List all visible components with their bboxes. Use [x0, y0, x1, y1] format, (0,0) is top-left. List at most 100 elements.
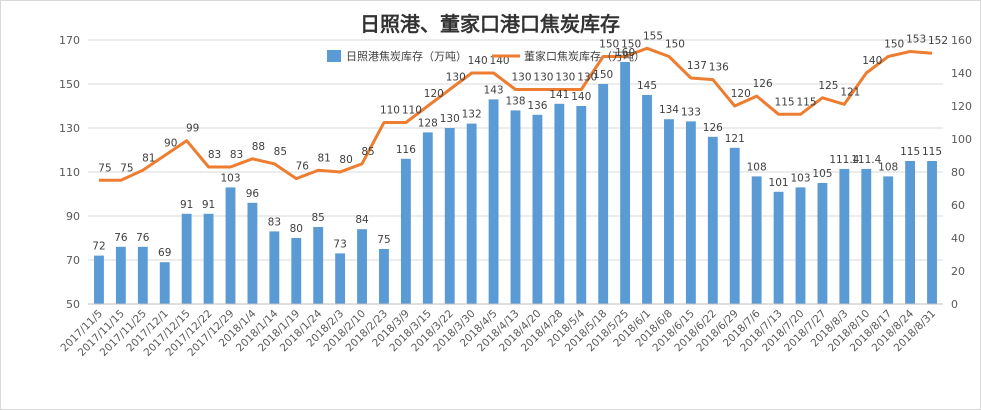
line-data-label: 140: [468, 55, 488, 67]
line-data-label: 83: [208, 149, 221, 161]
bar-data-label: 84: [355, 214, 369, 226]
bar: [664, 119, 674, 304]
line-data-label: 136: [709, 62, 729, 74]
y-left-tick-label: 150: [59, 78, 80, 91]
bar-data-label: 130: [440, 113, 460, 125]
line-data-label: 120: [424, 88, 444, 100]
line-data-label: 80: [339, 154, 352, 166]
bar-data-label: 145: [637, 80, 657, 92]
line-data-label: 115: [796, 96, 816, 108]
bar: [773, 191, 784, 304]
bar: [927, 161, 937, 304]
legend-label-bar: 日照港焦炭库存（万吨）: [346, 49, 467, 63]
legend-label-line: 董家口焦炭库存（万吨）: [524, 49, 645, 63]
line-data-label: 90: [164, 138, 177, 150]
line-data-label: 140: [862, 55, 882, 67]
bar-data-label: 140: [571, 91, 591, 103]
bar: [642, 95, 652, 304]
bar: [861, 168, 872, 304]
bar: [905, 161, 916, 304]
bar: [203, 213, 214, 304]
line-data-label: 153: [906, 34, 926, 46]
bar: [269, 231, 280, 304]
bar-data-label: 96: [246, 188, 260, 200]
bar-data-label: 103: [220, 172, 240, 184]
bar: [883, 176, 894, 304]
bar-data-label: 83: [268, 216, 281, 228]
line-data-label: 83: [230, 149, 243, 161]
line-data-label: 85: [361, 146, 374, 158]
line-data-label: 137: [687, 60, 707, 72]
bar: [510, 110, 521, 305]
bar-data-label: 134: [659, 104, 679, 116]
bar-data-label: 111.4: [851, 154, 881, 166]
line-data-label: 130: [533, 72, 553, 84]
line-data-label: 140: [490, 55, 510, 67]
bar: [488, 99, 499, 305]
bar: [94, 255, 104, 304]
line-series: [99, 46, 933, 182]
y-left-tick-label: 90: [66, 210, 80, 223]
bar: [466, 123, 477, 304]
line-data-label: 81: [318, 152, 331, 164]
bar: [422, 132, 433, 304]
bar-data-label: 115: [922, 146, 942, 158]
bar-data-label: 101: [769, 177, 789, 189]
bar-data-label: 121: [725, 133, 745, 145]
bar-data-label: 116: [396, 144, 416, 156]
bar-data-label: 91: [202, 199, 215, 211]
y-right-tick-label: 20: [951, 265, 965, 278]
bar: [751, 176, 762, 304]
line-data-label: 81: [142, 152, 155, 164]
y-left-tick-label: 70: [66, 254, 80, 267]
bar-data-label: 75: [377, 234, 390, 246]
chart-title: 日照港、董家口港口焦炭库存: [360, 12, 620, 36]
line-data-label: 85: [274, 146, 287, 158]
bar: [444, 128, 455, 304]
bar-data-label: 108: [878, 161, 898, 173]
y-right-tick-label: 0: [951, 298, 958, 311]
bar: [598, 84, 609, 304]
legend: 日照港焦炭库存（万吨） 董家口焦炭库存（万吨）: [327, 49, 645, 63]
y-left-tick-label: 50: [66, 298, 80, 311]
bar-data-label: 103: [790, 172, 810, 184]
line-data-label: 120: [731, 88, 751, 100]
y-right-tick-label: 120: [951, 100, 972, 113]
bar: [729, 147, 740, 304]
bar-data-label: 128: [418, 117, 438, 129]
bar-data-label: 69: [158, 247, 171, 259]
bar: [291, 238, 302, 304]
line-data-label: 130: [555, 72, 575, 84]
line-data-label: 121: [840, 86, 860, 98]
bar-data-label: 105: [812, 168, 832, 180]
bar: [400, 158, 411, 304]
bar: [707, 136, 718, 304]
bar: [379, 249, 389, 304]
y-left-tick-label: 170: [59, 34, 80, 47]
bar-data-label: 141: [549, 89, 569, 101]
bar-data-label: 91: [180, 199, 193, 211]
bar: [181, 213, 192, 304]
bar: [576, 106, 587, 304]
bar-data-label: 136: [527, 100, 547, 112]
bar-data-label: 115: [900, 146, 920, 158]
line-data-label: 115: [775, 96, 795, 108]
bar: [137, 246, 148, 304]
bar-data-label: 76: [136, 232, 150, 244]
y-right-tick-label: 100: [951, 133, 972, 146]
bar-data-label: 126: [703, 122, 723, 134]
legend-swatch-bar: [327, 50, 341, 62]
bar: [115, 246, 126, 304]
bar-data-label: 150: [593, 69, 613, 81]
line-data-label: 88: [252, 141, 265, 153]
line-data-label: 75: [98, 162, 111, 174]
bar: [159, 262, 170, 304]
line-data-label: 152: [928, 35, 948, 47]
bar: [532, 114, 543, 304]
line-data-label: 150: [599, 39, 619, 51]
line-data-label: 110: [380, 105, 400, 117]
bar-data-label: 138: [505, 95, 525, 107]
